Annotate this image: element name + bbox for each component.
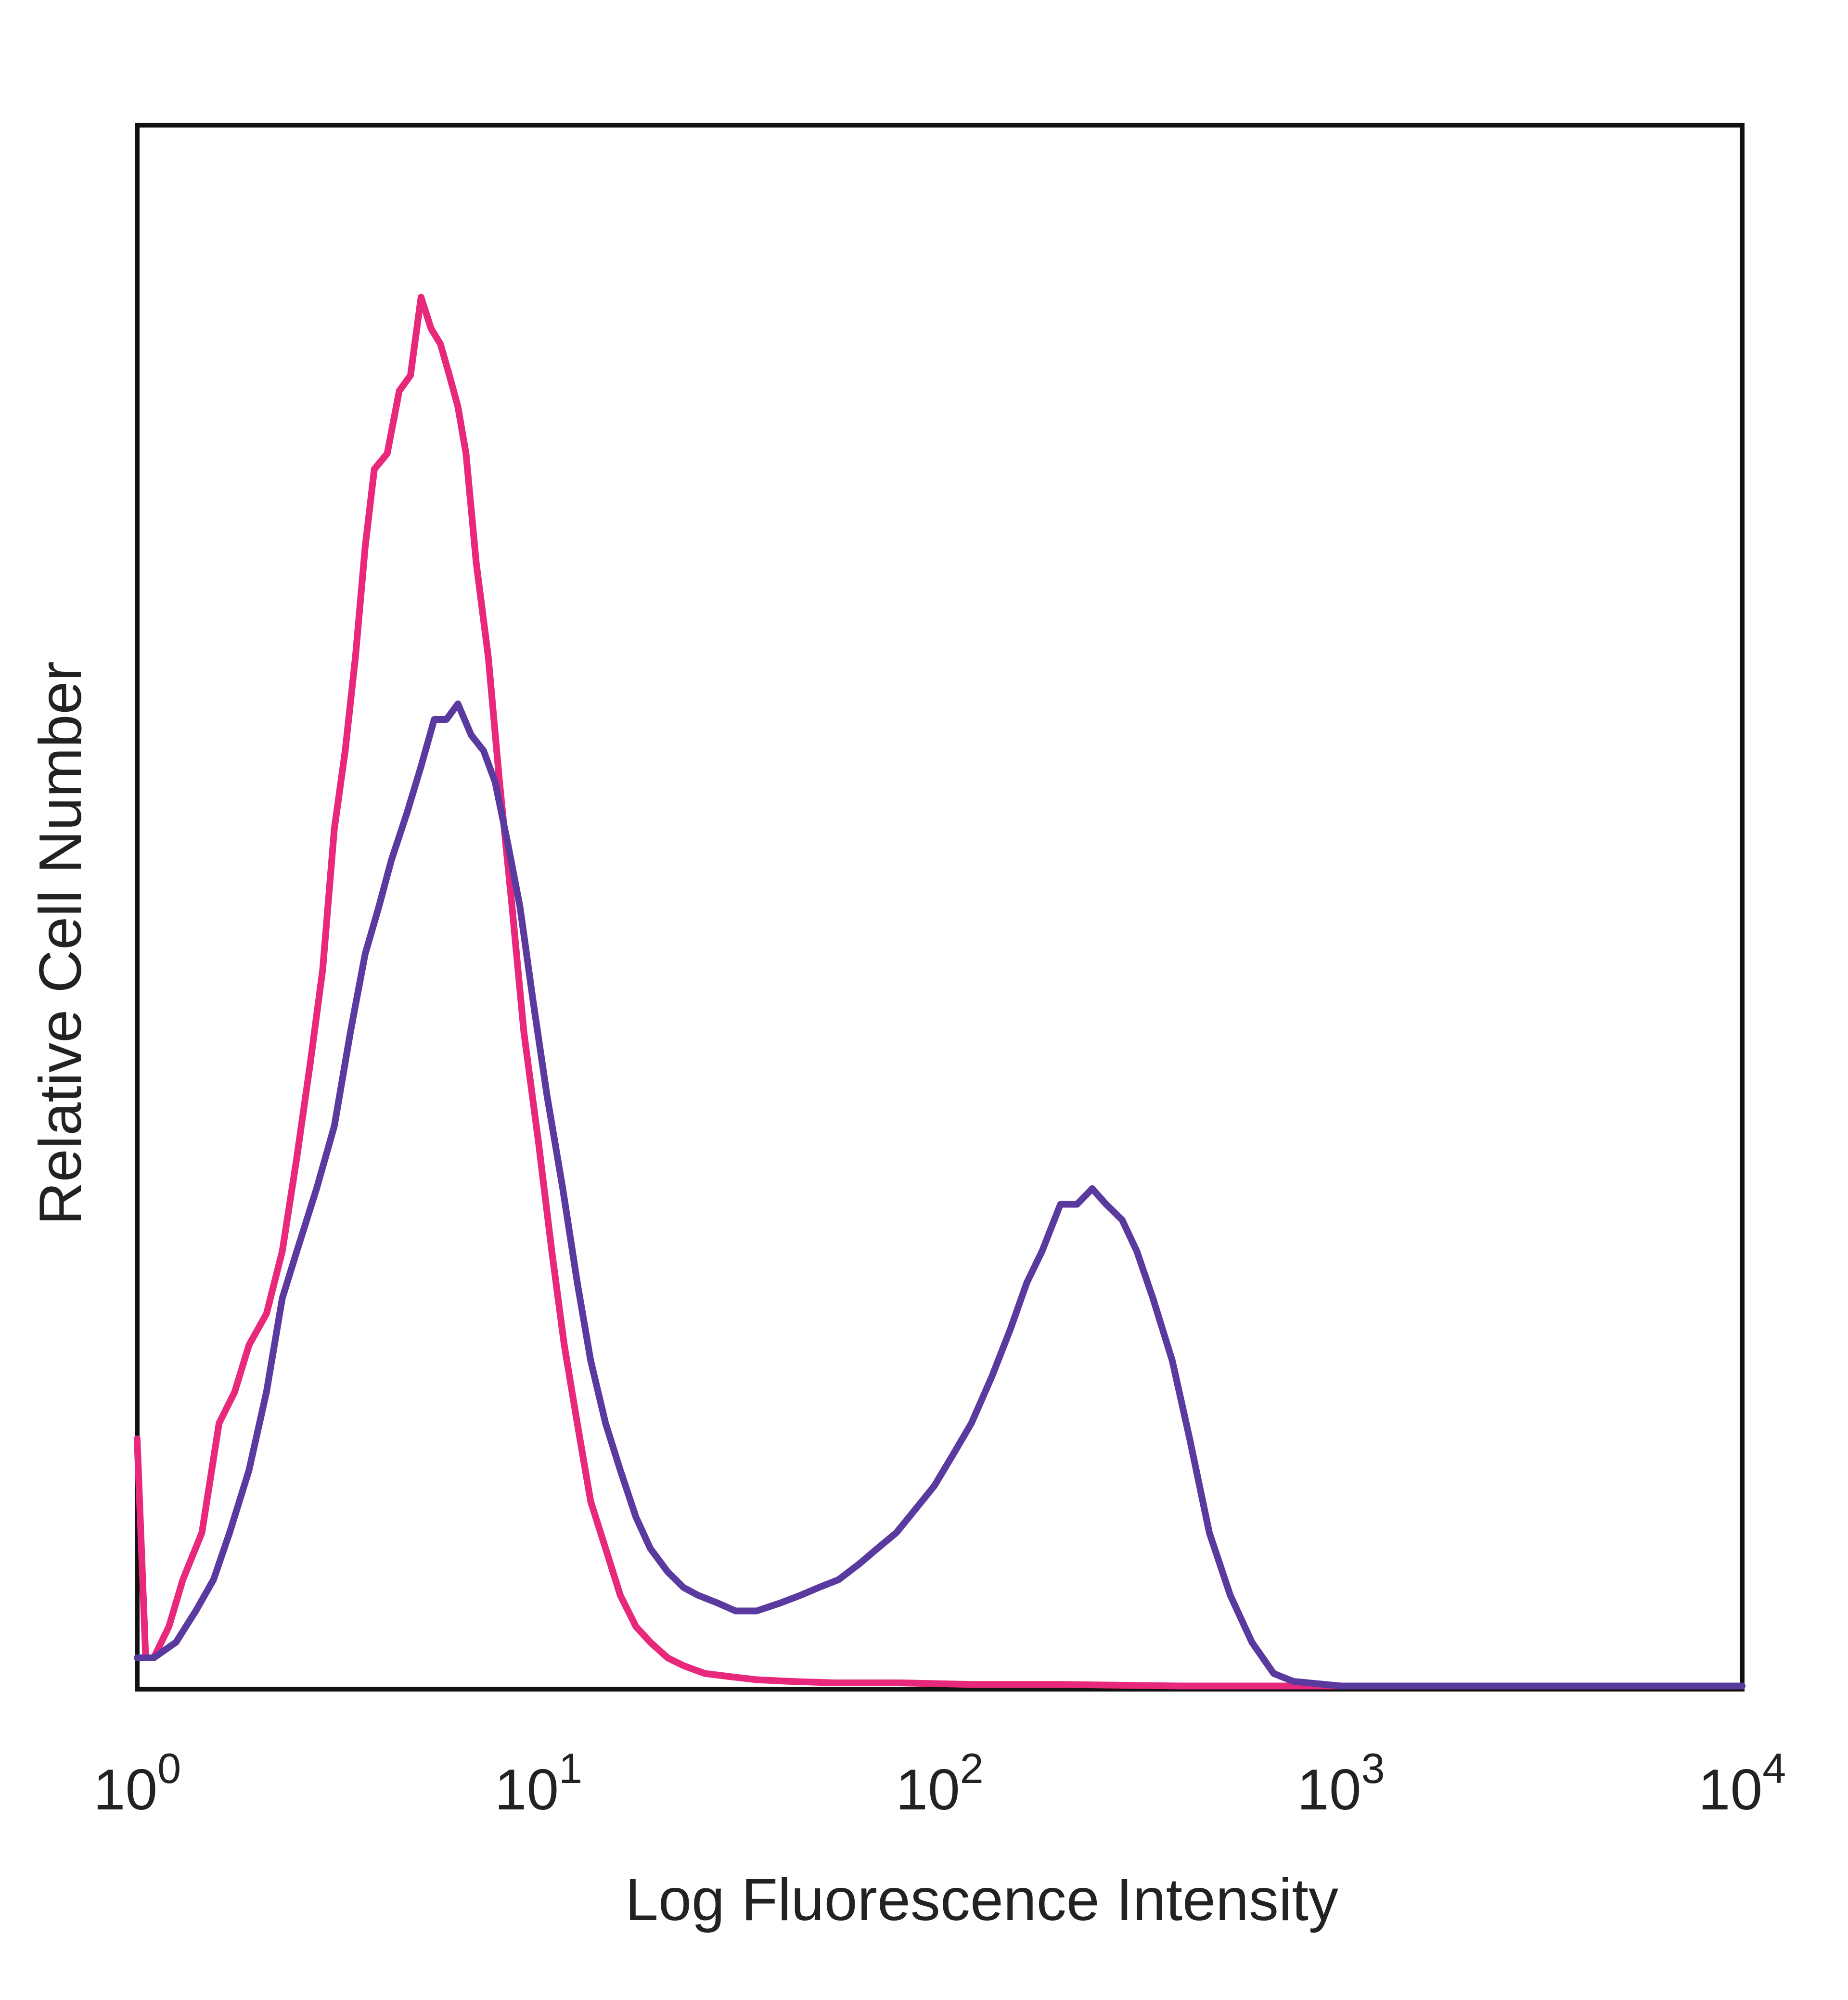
x-tick-exponent: 4 <box>1762 1744 1786 1792</box>
x-tick-base: 10 <box>495 1757 559 1822</box>
series-line-1 <box>134 294 1745 1690</box>
x-tick-labels: 100 101 102 103 104 <box>93 1744 1786 1822</box>
x-tick-base: 10 <box>1698 1757 1762 1822</box>
plot-frame <box>135 123 1745 1692</box>
x-tick-label: 100 <box>93 1744 181 1822</box>
x-tick-label: 104 <box>1698 1744 1786 1822</box>
series-line-2 <box>134 700 1745 1690</box>
x-tick-exponent: 2 <box>960 1744 984 1792</box>
x-tick-label: 103 <box>1297 1744 1385 1822</box>
x-tick-exponent: 1 <box>559 1744 582 1792</box>
x-tick-base: 10 <box>93 1757 157 1822</box>
x-axis-label: Log Fluorescence Intensity <box>625 1867 1338 1933</box>
x-tick-exponent: 0 <box>157 1744 181 1792</box>
x-tick-exponent: 3 <box>1361 1744 1385 1792</box>
x-tick-base: 10 <box>896 1757 960 1822</box>
y-axis-label: Relative Cell Number <box>27 661 94 1225</box>
series-layer <box>134 294 1745 1690</box>
x-tick-base: 10 <box>1297 1757 1361 1822</box>
x-tick-label: 102 <box>896 1744 983 1822</box>
x-tick-label: 101 <box>495 1744 582 1822</box>
